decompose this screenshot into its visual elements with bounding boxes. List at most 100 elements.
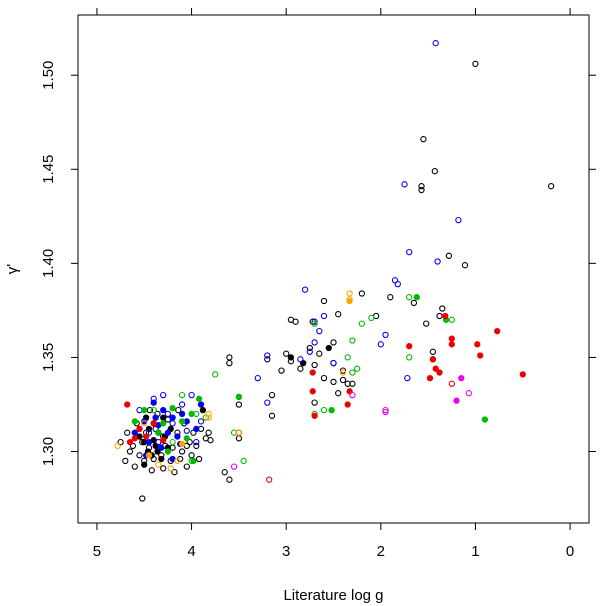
data-point bbox=[183, 435, 190, 442]
data-point bbox=[406, 248, 413, 256]
data-point bbox=[155, 429, 162, 436]
data-point bbox=[178, 391, 186, 399]
data-point bbox=[287, 354, 295, 361]
data-point bbox=[432, 365, 439, 372]
data-point bbox=[320, 406, 328, 414]
data-point bbox=[169, 438, 176, 446]
data-point bbox=[311, 318, 318, 325]
data-point bbox=[426, 374, 434, 382]
data-point bbox=[382, 331, 389, 339]
data-point bbox=[311, 339, 318, 346]
data-point bbox=[264, 399, 271, 406]
data-point bbox=[139, 495, 146, 502]
data-point bbox=[188, 391, 195, 399]
data-point bbox=[349, 337, 356, 344]
data-point bbox=[382, 406, 389, 414]
data-point bbox=[297, 365, 304, 372]
data-point bbox=[160, 414, 167, 421]
data-point bbox=[344, 354, 351, 361]
data-point bbox=[429, 348, 437, 355]
data-point bbox=[354, 365, 361, 372]
data-point bbox=[455, 216, 462, 224]
data-point bbox=[311, 399, 318, 406]
data-point bbox=[335, 311, 342, 318]
data-point bbox=[205, 414, 212, 421]
data-point bbox=[264, 356, 271, 363]
data-point bbox=[183, 427, 190, 434]
data-point bbox=[154, 448, 161, 455]
data-point bbox=[320, 297, 328, 305]
data-point bbox=[226, 354, 233, 361]
data-point bbox=[178, 448, 186, 455]
data-point bbox=[320, 312, 328, 320]
data-point bbox=[547, 183, 555, 190]
data-point bbox=[439, 305, 446, 312]
plot-frame bbox=[77, 14, 590, 524]
data-point bbox=[358, 290, 366, 297]
data-point bbox=[436, 369, 443, 376]
data-point bbox=[235, 393, 243, 401]
data-point bbox=[205, 429, 212, 436]
data-point bbox=[387, 294, 394, 301]
data-point bbox=[311, 412, 318, 419]
data-point bbox=[344, 380, 351, 387]
data-point bbox=[406, 294, 413, 301]
data-point bbox=[164, 429, 172, 436]
data-point bbox=[474, 341, 481, 348]
data-point bbox=[283, 350, 290, 357]
data-point bbox=[131, 418, 138, 425]
data-point bbox=[221, 469, 228, 476]
data-point bbox=[197, 418, 205, 425]
data-point bbox=[240, 457, 247, 465]
data-point bbox=[145, 452, 153, 459]
data-point bbox=[190, 457, 197, 465]
data-point bbox=[401, 181, 408, 188]
data-point bbox=[519, 371, 526, 378]
data-point bbox=[164, 448, 172, 455]
data-point bbox=[141, 418, 148, 425]
y-tick-label: 1.40 bbox=[40, 249, 57, 278]
data-point bbox=[325, 344, 332, 352]
data-point bbox=[124, 401, 131, 408]
x-tick-label: 2 bbox=[377, 543, 385, 560]
data-point bbox=[418, 186, 425, 194]
data-point bbox=[335, 390, 342, 397]
data-point bbox=[195, 395, 203, 402]
y-tick-label: 1.45 bbox=[40, 155, 57, 184]
data-point bbox=[164, 410, 172, 418]
data-point bbox=[235, 429, 243, 436]
data-point bbox=[465, 390, 472, 397]
y-tick-label: 1.30 bbox=[40, 437, 57, 466]
data-point bbox=[328, 406, 335, 414]
data-point bbox=[423, 320, 430, 327]
ticks-layer: 5 4 3 2 1 0 1.30 1.35 1.40 1.45 1.50 bbox=[40, 8, 596, 560]
data-point bbox=[344, 401, 351, 408]
data-point bbox=[472, 60, 479, 68]
data-point bbox=[160, 391, 167, 399]
data-point bbox=[167, 465, 174, 472]
data-point bbox=[160, 465, 167, 472]
data-point bbox=[404, 374, 411, 382]
data-point bbox=[311, 361, 318, 369]
data-point bbox=[254, 374, 261, 382]
data-point bbox=[195, 455, 203, 463]
data-point bbox=[136, 452, 143, 459]
data-point bbox=[309, 388, 316, 395]
data-point bbox=[448, 341, 455, 348]
data-point bbox=[160, 437, 167, 444]
data-point bbox=[377, 341, 384, 348]
data-point bbox=[174, 457, 181, 465]
data-point bbox=[410, 299, 418, 307]
data-point bbox=[448, 335, 455, 342]
data-point bbox=[297, 356, 304, 363]
data-point bbox=[131, 435, 138, 442]
data-point bbox=[199, 406, 207, 414]
data-point bbox=[316, 327, 323, 335]
data-point bbox=[461, 262, 469, 269]
data-point bbox=[188, 410, 195, 418]
data-point bbox=[205, 410, 212, 418]
data-point bbox=[309, 318, 316, 325]
data-point bbox=[268, 391, 276, 399]
data-point bbox=[171, 469, 178, 476]
data-point bbox=[406, 342, 413, 350]
